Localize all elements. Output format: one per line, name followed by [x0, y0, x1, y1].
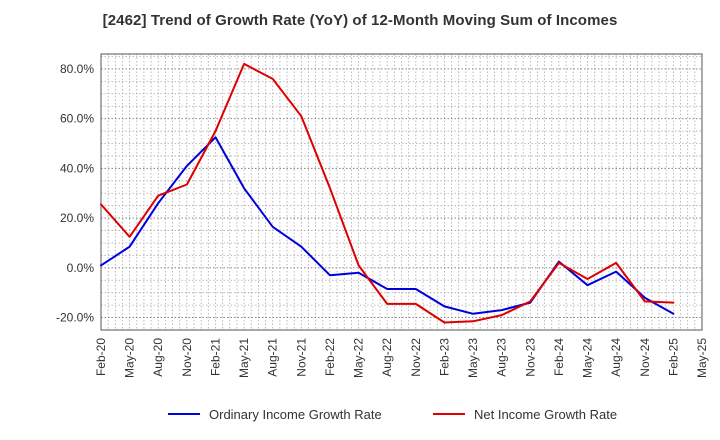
x-tick-label: Aug-21: [266, 338, 280, 377]
x-tick-label: Nov-24: [638, 338, 652, 377]
y-tick-label: 40.0%: [60, 161, 94, 175]
legend: Ordinary Income Growth Rate Net Income Gr…: [168, 407, 617, 422]
x-tick-label: Nov-20: [180, 338, 194, 377]
x-tick-label: May-24: [581, 338, 595, 378]
x-tick-label: May-21: [237, 338, 251, 378]
y-tick-label: 80.0%: [60, 62, 94, 76]
x-tick-label: May-23: [466, 338, 480, 378]
legend-label-ordinary: Ordinary Income Growth Rate: [209, 407, 382, 422]
x-tick-label: May-22: [352, 338, 366, 378]
x-tick-label: Feb-24: [552, 338, 566, 376]
grid-layer: [101, 54, 702, 330]
x-axis-labels: Feb-20 May-20 Aug-20 Nov-20 Feb-21 May-21 Aug-…: [94, 338, 709, 378]
x-tick-label: Nov-22: [409, 338, 423, 377]
x-tick-label: Feb-22: [323, 338, 337, 376]
x-tick-label: Feb-20: [94, 338, 108, 376]
series-layer: [100, 62, 675, 324]
x-tick-label: Nov-21: [294, 338, 308, 377]
x-tick-label: Feb-23: [437, 338, 451, 376]
chart-title: [2462] Trend of Growth Rate (YoY) of 12-…: [102, 12, 618, 29]
plot-frame: [100, 53, 703, 331]
x-tick-label: Feb-25: [666, 338, 680, 376]
x-tick-label: Aug-24: [609, 338, 623, 377]
y-tick-label: 60.0%: [60, 112, 94, 126]
x-tick-label: Feb-21: [208, 338, 222, 376]
ordinary-income-line: [100, 136, 675, 315]
x-tick-label: Aug-23: [495, 338, 509, 377]
x-tick-label: May-25: [695, 338, 709, 378]
x-tick-label: May-20: [123, 338, 137, 378]
y-tick-label: -20.0%: [56, 311, 94, 325]
x-tick-label: Nov-23: [523, 338, 537, 377]
x-tick-label: Aug-20: [151, 338, 165, 377]
y-tick-label: 0.0%: [67, 261, 95, 275]
x-tick-label: Aug-22: [380, 338, 394, 377]
legend-label-net: Net Income Growth Rate: [474, 407, 617, 422]
y-tick-label: 20.0%: [60, 211, 94, 225]
net-income-line: [100, 62, 675, 324]
y-axis-labels: -20.0% 0.0% 20.0% 40.0% 60.0% 80.0%: [56, 62, 94, 325]
